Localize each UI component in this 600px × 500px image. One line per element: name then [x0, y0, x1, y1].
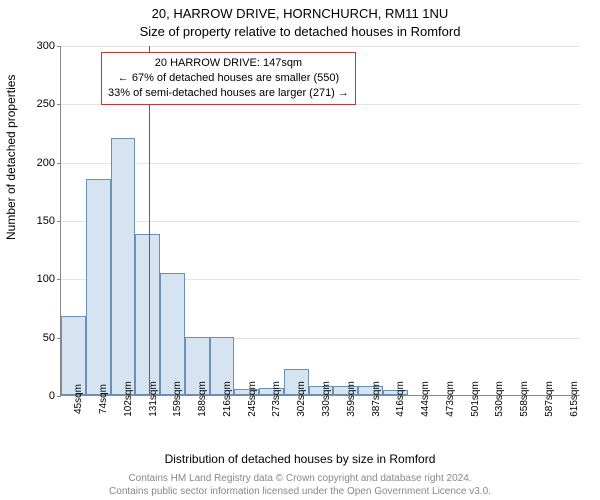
- y-axis-label: Number of detached properties: [4, 75, 18, 240]
- ytick-label: 150: [37, 215, 55, 227]
- chart-title-line2: Size of property relative to detached ho…: [0, 24, 600, 39]
- xtick-label: 302sqm: [296, 381, 307, 417]
- xtick-label: 102sqm: [123, 381, 134, 417]
- ytick-label: 300: [37, 40, 55, 52]
- xtick-label: 530sqm: [494, 381, 505, 417]
- ytick-label: 250: [37, 98, 55, 110]
- histogram-bar: [111, 138, 136, 395]
- xtick-label: 444sqm: [420, 381, 431, 417]
- xtick-label: 159sqm: [172, 381, 183, 417]
- grid-line: [61, 221, 580, 222]
- xtick-label: 273sqm: [271, 381, 282, 417]
- ytick-mark: [57, 104, 61, 105]
- footer-line1: Contains HM Land Registry data © Crown c…: [0, 473, 600, 484]
- ytick-mark: [57, 396, 61, 397]
- ytick-mark: [57, 279, 61, 280]
- xtick-label: 216sqm: [222, 381, 233, 417]
- footer-line2: Contains public sector information licen…: [0, 486, 600, 497]
- histogram-bar: [86, 179, 111, 395]
- chart-container: 20, HARROW DRIVE, HORNCHURCH, RM11 1NU S…: [0, 0, 600, 500]
- xtick-label: 558sqm: [519, 381, 530, 417]
- xtick-label: 416sqm: [395, 381, 406, 417]
- xtick-label: 473sqm: [445, 381, 456, 417]
- plot-area: 05010015020025030045sqm74sqm102sqm131sqm…: [60, 46, 580, 396]
- xtick-label: 45sqm: [73, 384, 84, 414]
- annotation-line3: 33% of semi-detached houses are larger (…: [108, 86, 349, 101]
- xtick-label: 359sqm: [346, 381, 357, 417]
- histogram-bar: [135, 234, 160, 395]
- xtick-label: 330sqm: [321, 381, 332, 417]
- grid-line: [61, 46, 580, 47]
- ytick-mark: [57, 221, 61, 222]
- ytick-label: 100: [37, 273, 55, 285]
- ytick-label: 0: [49, 390, 55, 402]
- histogram-bar: [160, 273, 185, 396]
- xtick-label: 615sqm: [569, 381, 580, 417]
- xtick-label: 501sqm: [470, 381, 481, 417]
- ytick-mark: [57, 163, 61, 164]
- x-axis-label: Distribution of detached houses by size …: [0, 452, 600, 466]
- ytick-label: 200: [37, 157, 55, 169]
- chart-title-line1: 20, HARROW DRIVE, HORNCHURCH, RM11 1NU: [0, 6, 600, 21]
- xtick-label: 387sqm: [371, 381, 382, 417]
- annotation-box: 20 HARROW DRIVE: 147sqm ← 67% of detache…: [101, 52, 356, 105]
- xtick-label: 245sqm: [247, 381, 258, 417]
- grid-line: [61, 163, 580, 164]
- xtick-label: 74sqm: [98, 384, 109, 414]
- annotation-line1: 20 HARROW DRIVE: 147sqm: [108, 56, 349, 71]
- ytick-label: 50: [43, 332, 55, 344]
- annotation-line2: ← 67% of detached houses are smaller (55…: [108, 71, 349, 86]
- xtick-label: 188sqm: [197, 381, 208, 417]
- ytick-mark: [57, 46, 61, 47]
- xtick-label: 587sqm: [544, 381, 555, 417]
